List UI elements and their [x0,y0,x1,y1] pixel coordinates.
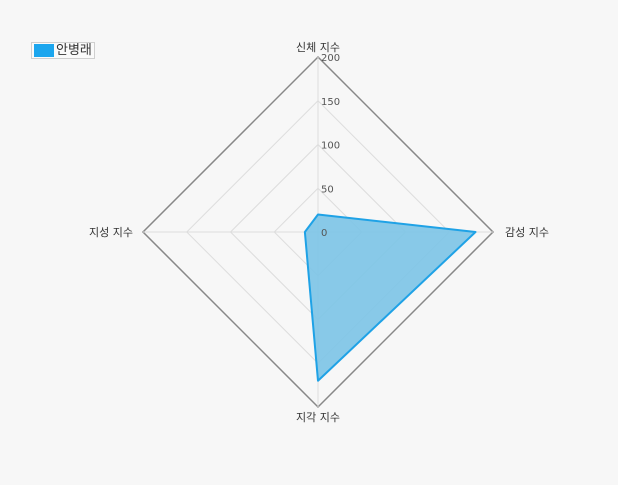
radar-tick-label: 200 [321,53,340,64]
radar-axis-label: 신체 지수 [296,41,340,54]
radar-tick-label: 150 [321,97,340,108]
legend-series-label: 안병래 [56,43,92,58]
radar-tick-labels: 0 50 100 150 200 [321,53,340,239]
legend[interactable]: 안병래 [31,42,95,59]
radar-axis-label: 지각 지수 [296,411,340,424]
radar-tick-label: 100 [321,141,340,152]
radar-tick-label: 50 [321,184,334,195]
radar-tick-label: 0 [321,228,327,239]
radar-series-area [303,213,477,382]
radar-series [303,213,477,382]
legend-swatch [34,44,54,57]
radar-axis-label: 지성 지수 [89,226,133,239]
radar-axis-label: 감성 지수 [505,226,549,239]
